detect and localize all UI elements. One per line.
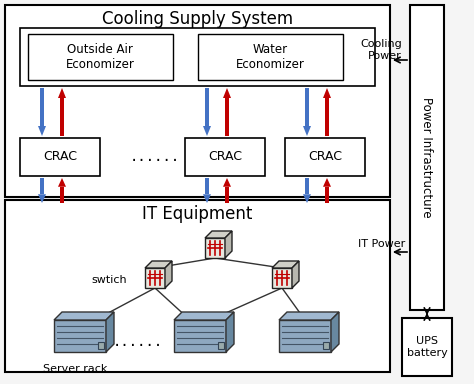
Text: ......: ...... [113, 335, 163, 349]
Polygon shape [106, 312, 114, 352]
Polygon shape [203, 126, 211, 136]
Bar [305, 178, 309, 194]
Polygon shape [272, 261, 299, 268]
Bar [40, 88, 44, 126]
Polygon shape [225, 231, 232, 258]
Polygon shape [279, 320, 331, 352]
Bar [218, 342, 224, 349]
Polygon shape [145, 261, 172, 268]
Bar [325, 187, 329, 203]
Polygon shape [174, 320, 226, 352]
Polygon shape [145, 268, 165, 288]
Polygon shape [165, 261, 172, 288]
Polygon shape [303, 194, 311, 203]
Bar [60, 187, 64, 203]
Bar [60, 98, 64, 136]
Polygon shape [38, 126, 46, 136]
Polygon shape [323, 88, 331, 98]
Text: CRAC: CRAC [43, 151, 77, 164]
Bar [5, 5, 390, 197]
Polygon shape [58, 88, 66, 98]
Bar [20, 138, 100, 176]
Polygon shape [223, 178, 231, 187]
Bar [305, 88, 309, 126]
Text: CRAC: CRAC [208, 151, 242, 164]
Text: Water
Economizer: Water Economizer [236, 43, 304, 71]
Bar [5, 200, 390, 372]
Polygon shape [272, 268, 292, 288]
Bar [325, 98, 329, 136]
Bar [98, 342, 104, 349]
Polygon shape [223, 88, 231, 98]
Bar [410, 5, 444, 310]
Polygon shape [205, 238, 225, 258]
Polygon shape [203, 194, 211, 203]
Bar [20, 28, 375, 86]
Text: Outside Air
Economizer: Outside Air Economizer [65, 43, 135, 71]
Bar [402, 318, 452, 376]
Bar [205, 178, 209, 194]
Polygon shape [38, 194, 46, 203]
Text: Power Infrastructure: Power Infrastructure [420, 97, 434, 218]
Text: CRAC: CRAC [308, 151, 342, 164]
Bar [185, 138, 265, 176]
Text: IT Power: IT Power [358, 239, 405, 249]
Bar [205, 88, 209, 126]
Polygon shape [226, 312, 234, 352]
Polygon shape [54, 312, 114, 320]
Text: ......: ...... [130, 150, 180, 164]
Text: UPS
battery: UPS battery [407, 336, 447, 358]
Bar [198, 34, 343, 80]
Polygon shape [54, 320, 106, 352]
Polygon shape [331, 312, 339, 352]
Text: Cooling Supply System: Cooling Supply System [102, 10, 293, 28]
Text: IT Equipment: IT Equipment [142, 205, 253, 223]
Bar [28, 34, 173, 80]
Bar [40, 178, 44, 194]
Bar [323, 342, 329, 349]
Polygon shape [323, 178, 331, 187]
Polygon shape [174, 312, 234, 320]
Bar [285, 138, 365, 176]
Bar [225, 98, 229, 136]
Text: Cooling
Power: Cooling Power [360, 39, 402, 61]
Text: Server rack: Server rack [43, 364, 107, 374]
Polygon shape [303, 126, 311, 136]
Polygon shape [205, 231, 232, 238]
Polygon shape [58, 178, 66, 187]
Bar [225, 187, 229, 203]
Polygon shape [279, 312, 339, 320]
Polygon shape [292, 261, 299, 288]
Text: swtich: swtich [91, 275, 127, 285]
